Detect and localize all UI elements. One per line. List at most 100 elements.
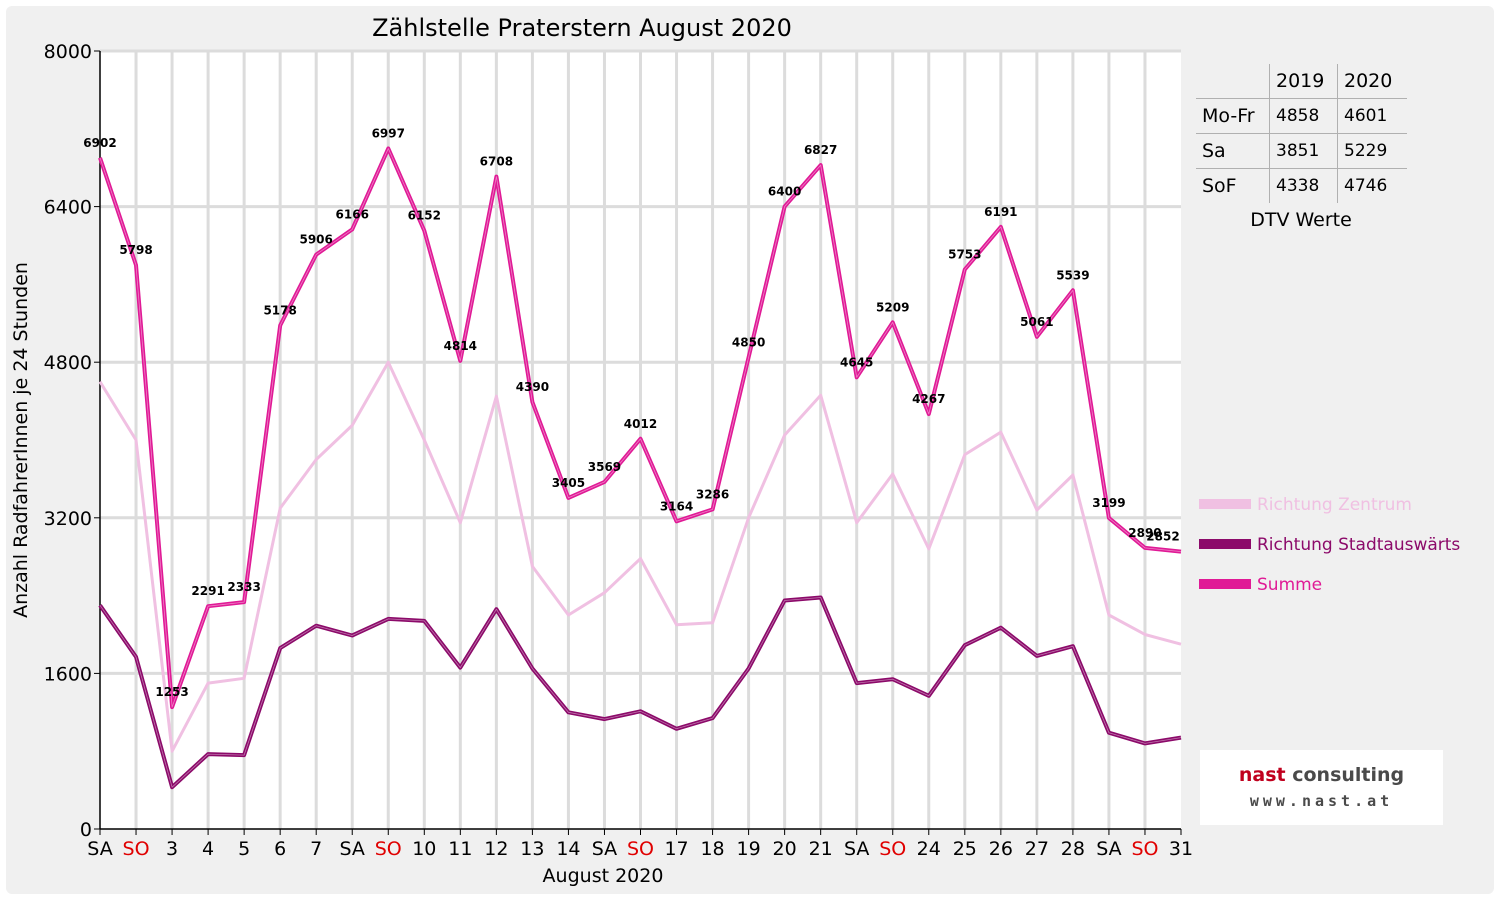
data-label: 2291 xyxy=(191,584,224,598)
data-label: 6827 xyxy=(804,143,837,157)
data-label: 4814 xyxy=(444,339,477,353)
dtv-row-sof: SoF 4338 4746 xyxy=(1196,168,1407,203)
x-tick-label: 12 xyxy=(484,838,508,860)
dtv-row-label: Sa xyxy=(1196,133,1270,169)
grid xyxy=(100,49,1181,829)
logo-name: nast consulting xyxy=(1200,764,1443,786)
axes: 0 1600 3200 4800 6400 8000 SA SO 3 4 5 6 7 SA SO 10 11 12… xyxy=(44,41,1193,860)
x-tick-label: 3 xyxy=(166,838,178,860)
data-label: 6152 xyxy=(408,209,441,223)
data-label: 4645 xyxy=(840,355,873,369)
legend-swatch xyxy=(1199,539,1251,549)
dtv-value-2019: 3851 xyxy=(1269,133,1338,169)
data-label: 4850 xyxy=(732,335,765,349)
logo-url: www.nast.at xyxy=(1249,792,1394,810)
legend-label: Richtung Stadtauswärts xyxy=(1257,535,1460,555)
x-tick-label: 20 xyxy=(773,838,797,860)
logo-name-part1: nast xyxy=(1238,764,1286,786)
x-tick-label: 7 xyxy=(310,838,322,860)
x-tick-label: 25 xyxy=(953,838,977,860)
data-label: 6191 xyxy=(984,205,1017,219)
legend-label: Summe xyxy=(1257,575,1322,595)
data-label: 6997 xyxy=(372,127,405,141)
chart-title: Zählstelle Praterstern August 2020 xyxy=(372,14,792,42)
dtv-row-mo-fr: Mo-Fr 4858 4601 xyxy=(1196,98,1407,134)
dtv-header-row: 2019 2020 xyxy=(1196,64,1407,99)
y-axis-label: Anzahl RadfahrerInnen je 24 Stunden xyxy=(10,262,32,618)
series-line-highlight xyxy=(99,597,1182,788)
x-tick-label: 6 xyxy=(274,838,286,860)
dtv-row-sa: Sa 3851 5229 xyxy=(1196,133,1407,169)
dtv-caption: DTV Werte xyxy=(1250,209,1352,231)
data-label: 4390 xyxy=(516,380,549,394)
data-label: 5798 xyxy=(119,243,152,257)
y-tick-label: 8000 xyxy=(44,41,92,63)
x-tick-label: SA xyxy=(1096,838,1121,860)
dtv-table: 2019 2020 Mo-Fr 4858 4601 Sa 3851 5229 S… xyxy=(1196,64,1407,203)
x-axis-label: August 2020 xyxy=(543,865,664,887)
x-tick-label: 31 xyxy=(1169,838,1193,860)
x-tick-label: SA xyxy=(592,838,617,860)
data-label: 3405 xyxy=(552,476,585,490)
x-tick-label: SA xyxy=(340,838,365,860)
data-label: 6166 xyxy=(336,207,369,221)
x-tick-label: 11 xyxy=(448,838,472,860)
x-tick-label: SO xyxy=(879,838,906,860)
dtv-value-2019: 4338 xyxy=(1269,168,1338,203)
legend-swatch xyxy=(1199,579,1251,589)
legend: Richtung Zentrum Richtung Stadtauswärts Su… xyxy=(1199,495,1460,595)
x-tick-label: 5 xyxy=(238,838,250,860)
data-label: 5209 xyxy=(876,300,909,314)
series-line-highlight xyxy=(99,148,1182,708)
x-tick-label: 18 xyxy=(700,838,724,860)
x-tick-label: SA xyxy=(87,838,112,860)
dtv-row-label: SoF xyxy=(1196,168,1270,203)
x-tick-label: 4 xyxy=(202,838,214,860)
logo-name-part2: consulting xyxy=(1285,764,1405,786)
company-logo: nast consulting www.nast.at xyxy=(1200,750,1443,825)
data-label: 5753 xyxy=(948,248,981,262)
x-tick-label: 24 xyxy=(917,838,941,860)
y-tick-label: 3200 xyxy=(44,508,92,530)
x-tick-label: 17 xyxy=(664,838,688,860)
x-tick-label: 21 xyxy=(809,838,833,860)
legend-label: Richtung Zentrum xyxy=(1257,495,1412,515)
x-tick-label: 28 xyxy=(1061,838,1085,860)
dtv-header-empty xyxy=(1196,64,1270,99)
dtv-header-2019: 2019 xyxy=(1269,64,1338,99)
data-label: 3199 xyxy=(1092,496,1125,510)
y-tick-label: 4800 xyxy=(44,352,92,374)
x-tick-label: 27 xyxy=(1025,838,1049,860)
series-lines xyxy=(98,146,1182,790)
data-label: 2852 xyxy=(1146,530,1179,544)
data-label: 4267 xyxy=(912,392,945,406)
data-label: 6708 xyxy=(480,155,513,169)
dtv-value-2020: 5229 xyxy=(1337,133,1407,169)
x-tick-label: 10 xyxy=(412,838,436,860)
x-tick-label: SO xyxy=(1131,838,1158,860)
x-tick-label: 13 xyxy=(520,838,544,860)
data-label: 3286 xyxy=(696,487,729,501)
data-label: 5906 xyxy=(299,233,332,247)
x-tick-label: SO xyxy=(375,838,402,860)
series-line-stadtauswaerts xyxy=(98,595,1182,790)
x-tick-label: SA xyxy=(844,838,869,860)
series-line-summe xyxy=(98,146,1182,710)
dtv-value-2019: 4858 xyxy=(1269,98,1338,134)
dtv-value-2020: 4601 xyxy=(1337,98,1407,134)
x-tick-label: 26 xyxy=(989,838,1013,860)
data-label: 5539 xyxy=(1056,268,1089,282)
data-label: 2333 xyxy=(227,580,260,594)
data-label: 5178 xyxy=(263,303,296,317)
x-tick-label: SO xyxy=(627,838,654,860)
x-tick-label: 14 xyxy=(556,838,580,860)
data-labels: 6902 5798 1253 2291 2333 5178 5906 6166 6997 6152… xyxy=(83,127,1179,700)
data-label: 2890 xyxy=(1128,526,1161,540)
data-label: 3569 xyxy=(588,460,621,474)
x-tick-label: 19 xyxy=(737,838,761,860)
data-label: 5061 xyxy=(1020,315,1053,329)
dtv-value-2020: 4746 xyxy=(1337,168,1407,203)
y-tick-label: 1600 xyxy=(44,663,92,685)
series-line-zentrum xyxy=(98,360,1182,753)
